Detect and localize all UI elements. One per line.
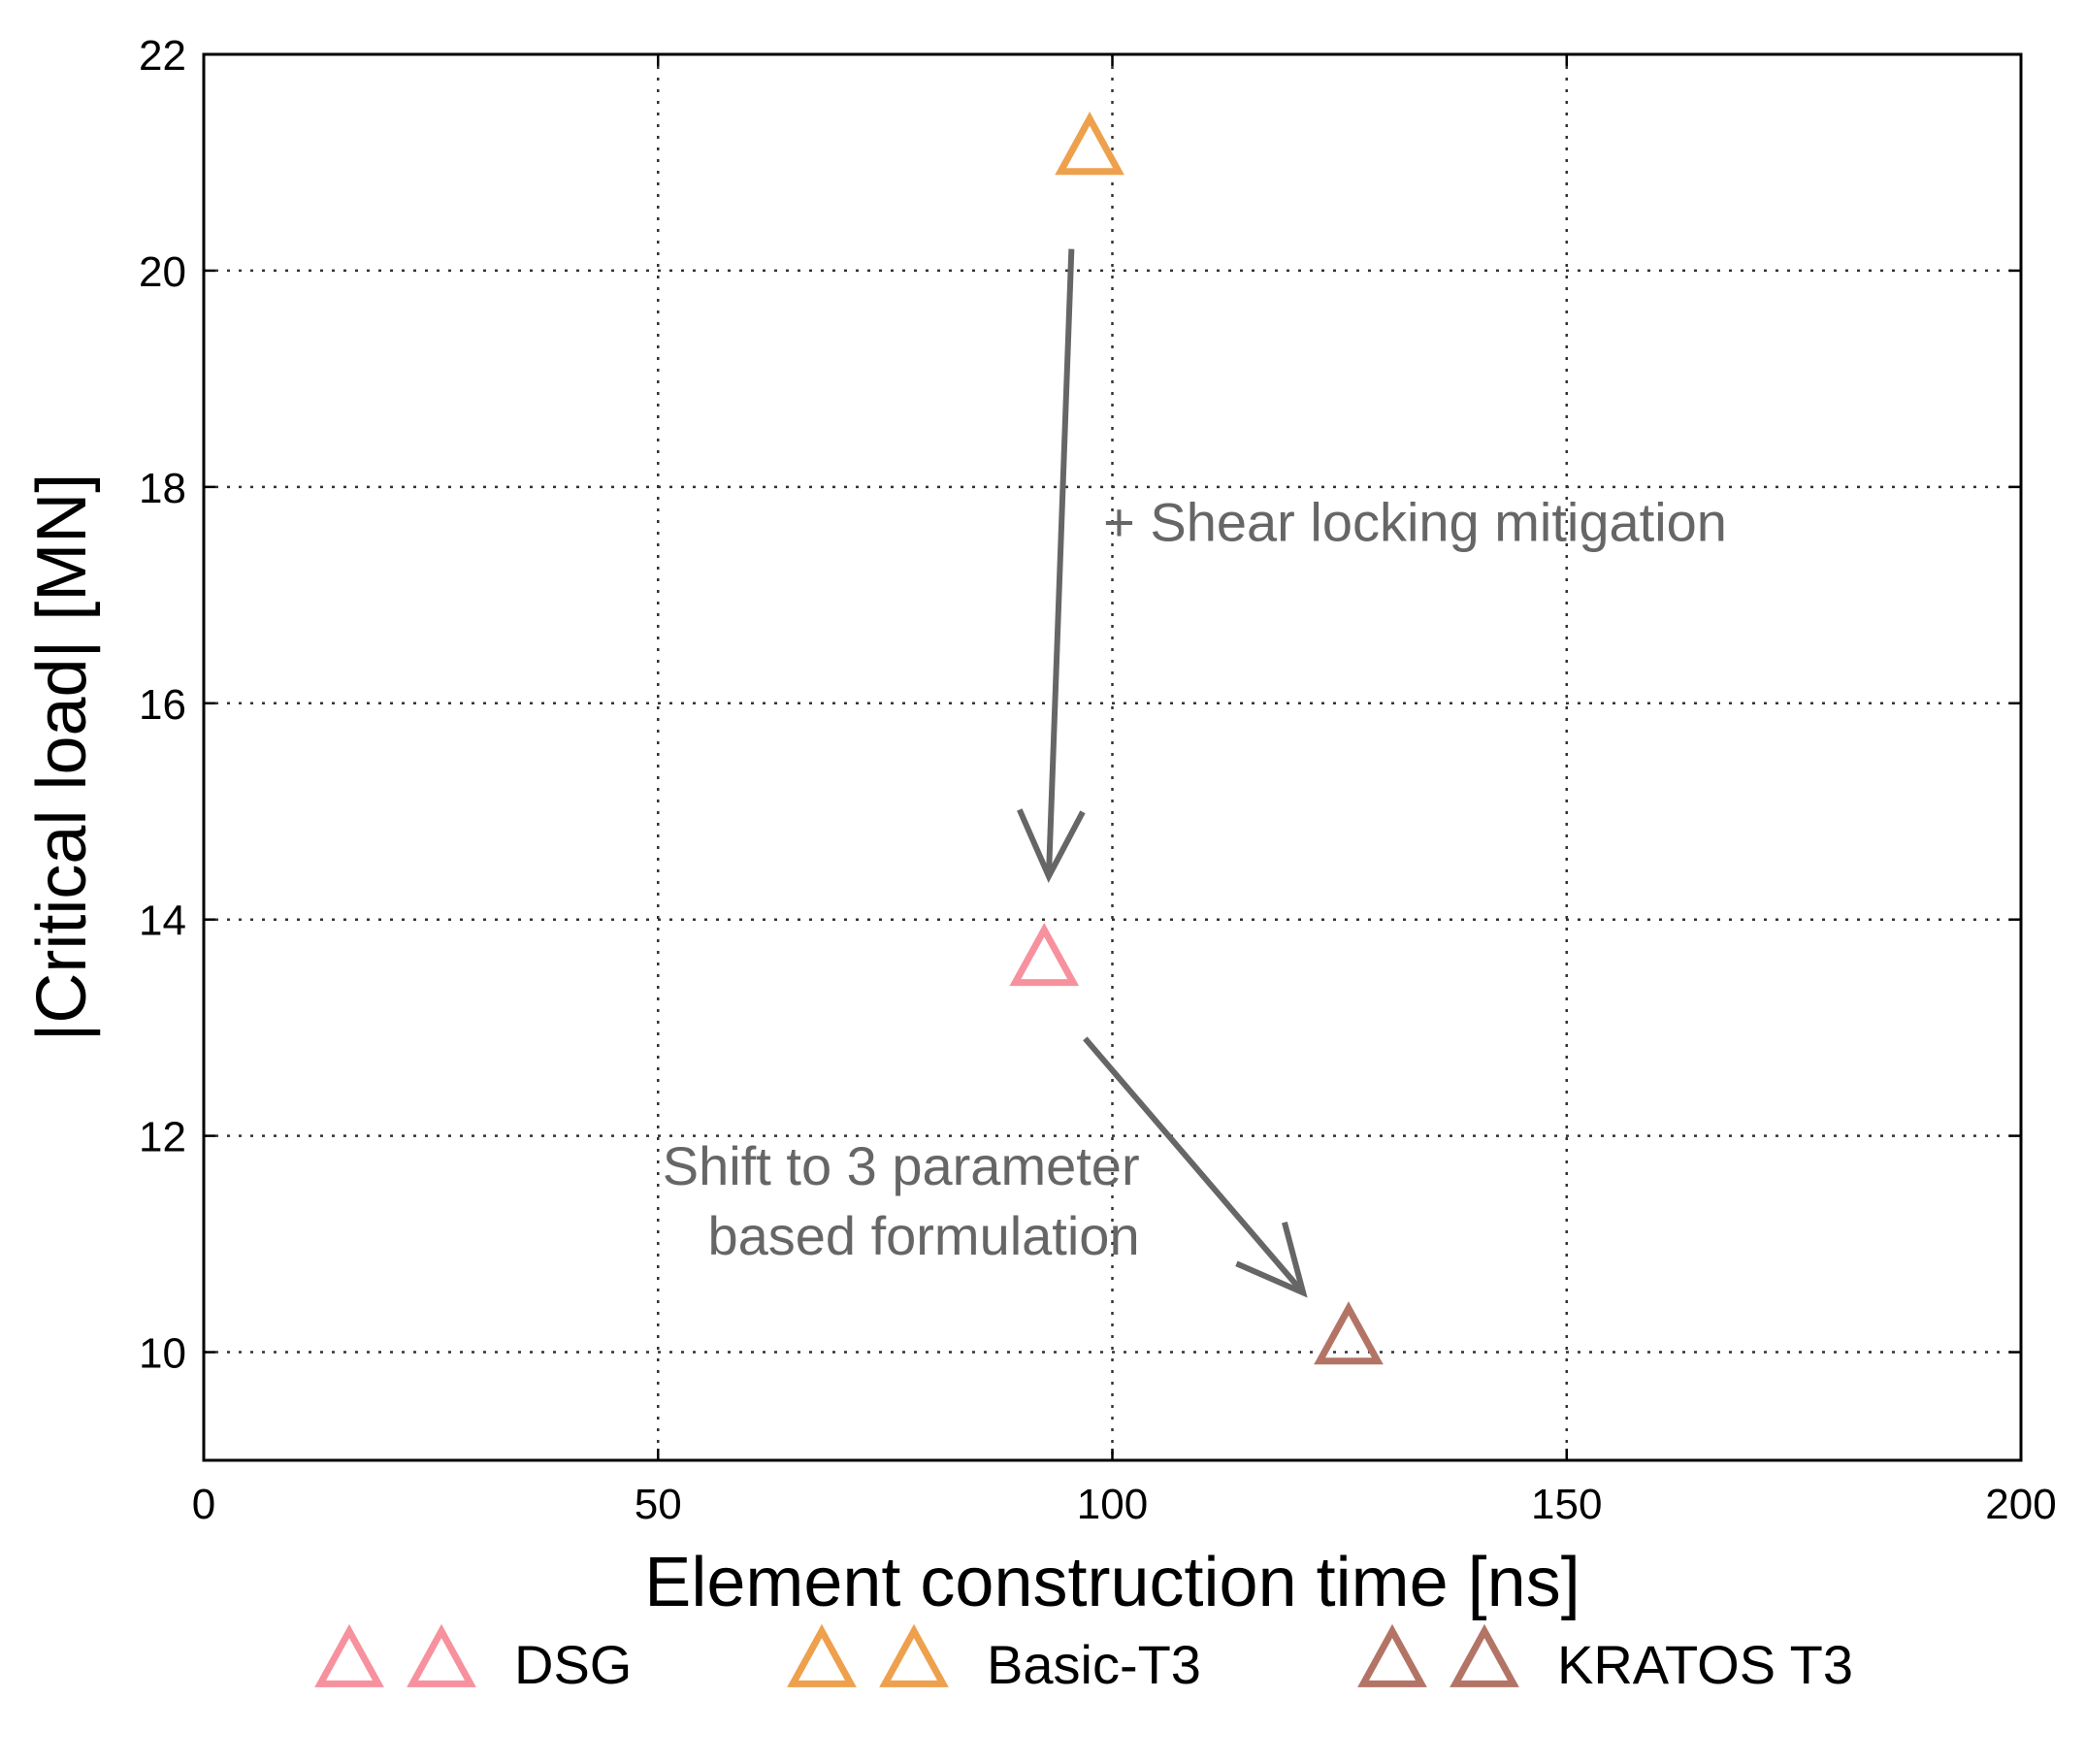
x-axis-title: Element construction time [ns] <box>644 1544 1580 1621</box>
legend-label: DSG <box>514 1634 632 1695</box>
y-axis-title: |Critical load| [MN] <box>23 474 101 1042</box>
annotation-arrows <box>1017 248 1308 1298</box>
legend-item: DSG <box>314 1623 632 1695</box>
annotation-texts: + Shear locking mitigation Shift to 3 par… <box>663 492 1727 1266</box>
legend-label: KRATOS T3 <box>1557 1634 1853 1695</box>
grid-lines <box>204 54 2021 1460</box>
legend-item: Basic-T3 <box>787 1623 1201 1695</box>
x-tick-label: 150 <box>1531 1481 1602 1528</box>
y-tick-label: 12 <box>139 1114 186 1161</box>
annotation-arrow-shaft <box>1083 1036 1306 1295</box>
x-tick-label: 50 <box>635 1481 682 1528</box>
annotation-text: + Shear locking mitigation <box>1103 492 1727 553</box>
y-tick-label: 22 <box>139 32 186 80</box>
legend-label: Basic-T3 <box>987 1634 1201 1695</box>
data-points <box>1009 112 1384 1365</box>
data-point-dsg <box>1009 923 1080 987</box>
x-tick-label: 200 <box>1985 1481 2056 1528</box>
annotation-arrow-head <box>1235 1221 1308 1298</box>
legend-marker <box>1450 1623 1519 1687</box>
axis-ticks: 0 50 100 150 200 10 12 14 16 18 20 22 <box>139 32 2057 1528</box>
data-point-basic-t3 <box>1055 112 1124 176</box>
annotation-arrow-head <box>1017 808 1086 884</box>
x-tick-label: 100 <box>1077 1481 1148 1528</box>
y-tick-label: 14 <box>139 898 186 945</box>
annotation-text: based formulation <box>707 1205 1139 1266</box>
x-tick-label: 0 <box>192 1481 215 1528</box>
annotation-text: Shift to 3 parameter <box>663 1135 1140 1196</box>
legend-marker <box>1357 1623 1427 1687</box>
legend-marker <box>879 1623 949 1687</box>
annotation-arrow-shaft <box>1045 248 1075 877</box>
y-tick-label: 20 <box>139 248 186 296</box>
data-point-kratos-t3 <box>1314 1301 1384 1365</box>
legend-marker <box>787 1623 857 1687</box>
legend-marker <box>314 1623 384 1687</box>
legend: DSG Basic-T3 KRATOS T3 <box>314 1623 1853 1695</box>
legend-item: KRATOS T3 <box>1357 1623 1853 1695</box>
y-tick-label: 18 <box>139 465 186 512</box>
y-tick-label: 16 <box>139 681 186 729</box>
legend-marker <box>407 1623 476 1687</box>
y-tick-label: 10 <box>139 1330 186 1378</box>
